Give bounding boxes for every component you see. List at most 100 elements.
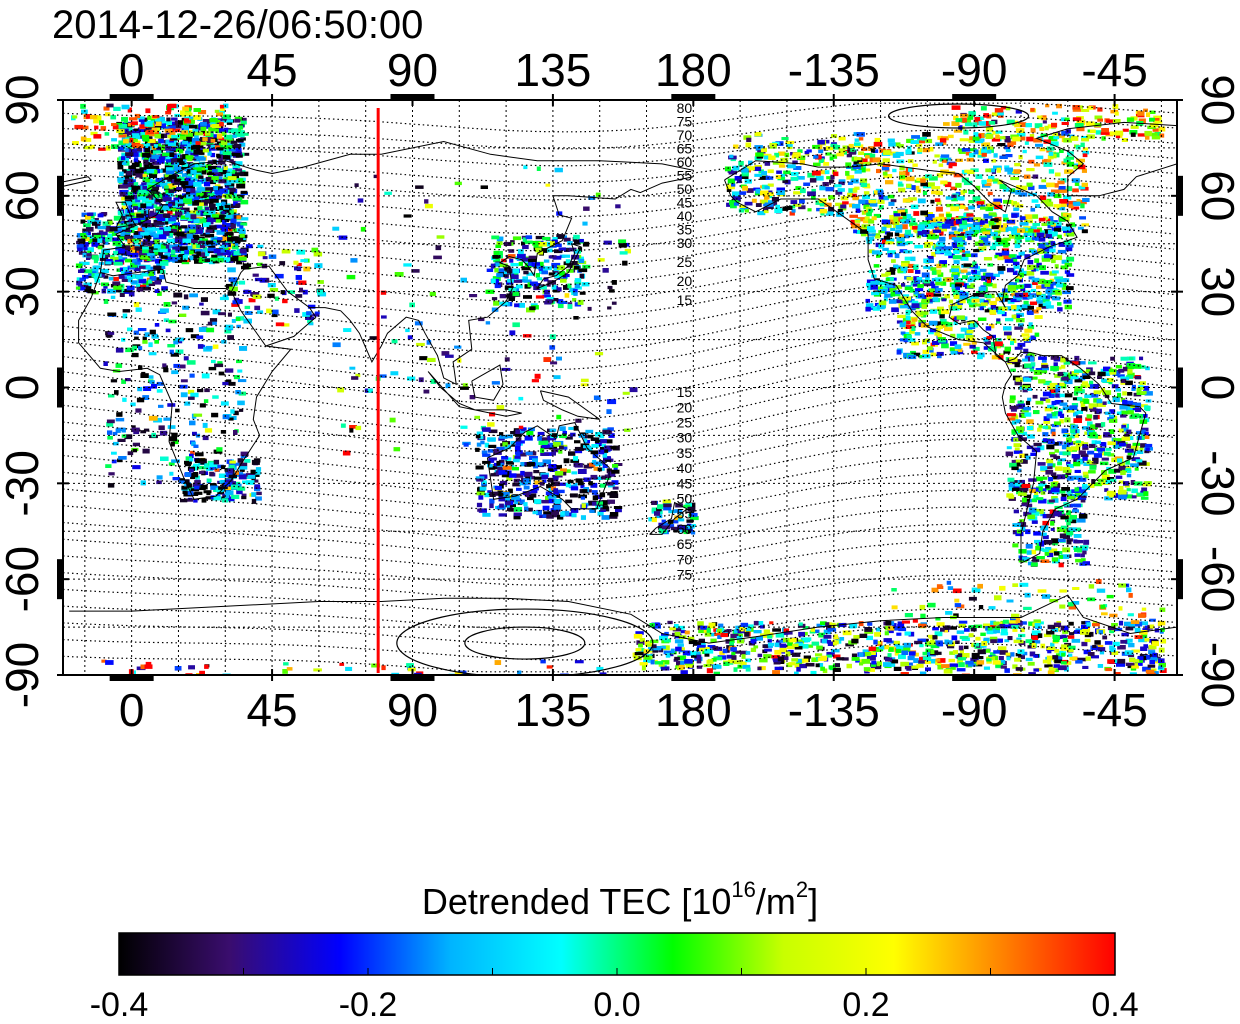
tec-observation — [188, 396, 195, 400]
tec-observation — [228, 277, 238, 282]
tec-observation — [958, 246, 966, 251]
tec-observation — [189, 293, 198, 298]
tec-observation — [818, 198, 827, 202]
tec-observation — [182, 238, 192, 244]
tec-observation — [216, 195, 222, 199]
tec-observation — [815, 175, 824, 181]
tec-observation — [208, 366, 217, 371]
tec-observation — [151, 383, 158, 389]
tec-observation — [476, 431, 484, 435]
tec-observation — [1066, 214, 1072, 218]
tec-observation — [560, 468, 567, 472]
tec-observation — [1060, 356, 1066, 361]
tec-observation — [922, 349, 929, 354]
tec-observation — [80, 261, 90, 265]
tec-observation — [166, 180, 171, 185]
tec-observation — [152, 169, 158, 175]
tec-observation — [314, 311, 320, 315]
tec-observation — [1064, 270, 1071, 274]
tec-observation — [85, 286, 92, 290]
tec-observation — [990, 178, 999, 182]
tec-observation — [990, 246, 997, 250]
tec-observation — [1048, 281, 1058, 286]
tec-observation — [210, 483, 217, 487]
tec-observation — [840, 196, 849, 201]
tec-observation — [142, 186, 147, 191]
tec-observation — [1053, 222, 1062, 227]
tec-observation — [164, 165, 174, 169]
tec-observation — [247, 475, 256, 479]
tec-observation — [524, 240, 533, 244]
tec-observation — [154, 340, 159, 344]
tec-observation — [205, 176, 214, 182]
tec-observation — [862, 219, 871, 224]
tec-observation — [1036, 230, 1045, 235]
tec-observation — [161, 168, 166, 173]
tec-observation — [88, 239, 95, 244]
tec-observation — [934, 277, 942, 282]
tec-observation — [220, 401, 229, 406]
tec-observation — [651, 517, 657, 523]
tec-observation — [108, 220, 113, 225]
tec-observation — [172, 477, 181, 481]
tec-observation — [974, 241, 980, 246]
tec-observation — [1023, 233, 1029, 237]
tec-observation — [1004, 346, 1011, 352]
tec-observation — [971, 301, 977, 306]
tec-observation — [1048, 216, 1054, 221]
tec-observation — [1063, 240, 1072, 245]
tec-observation — [882, 163, 891, 167]
tec-observation — [233, 375, 240, 380]
tec-observation — [186, 250, 194, 254]
tec-observation — [239, 233, 245, 238]
tec-observation — [860, 178, 868, 183]
tec-observation — [1050, 365, 1059, 371]
tec-observation — [903, 170, 910, 176]
tec-observation — [532, 240, 541, 246]
tec-observation — [233, 251, 242, 256]
tec-observation — [1030, 207, 1036, 212]
tec-observation — [885, 271, 891, 276]
tec-observation — [204, 428, 213, 433]
tec-observation — [109, 226, 118, 232]
tec-observation — [148, 415, 158, 421]
tec-observation — [113, 289, 122, 293]
tec-observation — [984, 182, 992, 187]
tec-observation — [954, 344, 962, 350]
tec-observation — [1060, 178, 1067, 183]
tec-observation — [518, 452, 527, 457]
tec-observation — [1124, 433, 1130, 438]
tec-observation — [932, 297, 939, 302]
tec-observation — [129, 212, 138, 216]
tec-observation — [916, 277, 923, 282]
tec-observation — [654, 511, 661, 516]
tec-observation — [175, 200, 184, 204]
tec-observation — [563, 237, 571, 242]
tec-observation — [876, 168, 882, 174]
tec-observation — [1041, 255, 1046, 260]
tec-observation — [200, 297, 208, 302]
tec-observation — [171, 117, 178, 121]
tec-observation — [905, 149, 912, 155]
tec-observation — [549, 442, 554, 448]
tec-observation — [1016, 185, 1022, 190]
tec-observation — [1032, 394, 1038, 399]
tec-observation — [185, 150, 194, 155]
tec-observation — [233, 143, 242, 148]
tec-observation — [488, 459, 495, 463]
tec-observation — [107, 483, 115, 488]
tec-observation — [1058, 383, 1067, 389]
tec-observation — [1033, 229, 1040, 233]
tec-observation — [940, 309, 950, 315]
tec-observation — [143, 159, 149, 165]
tec-observation — [1058, 216, 1066, 222]
tec-observation — [555, 493, 561, 498]
tec-observation — [751, 198, 757, 203]
tec-observation — [183, 197, 192, 203]
tec-observation — [194, 230, 203, 235]
tec-observation — [562, 254, 571, 258]
tec-observation — [507, 254, 516, 259]
tec-observation — [475, 447, 480, 452]
tec-observation — [261, 263, 268, 269]
tec-observation — [191, 441, 196, 447]
